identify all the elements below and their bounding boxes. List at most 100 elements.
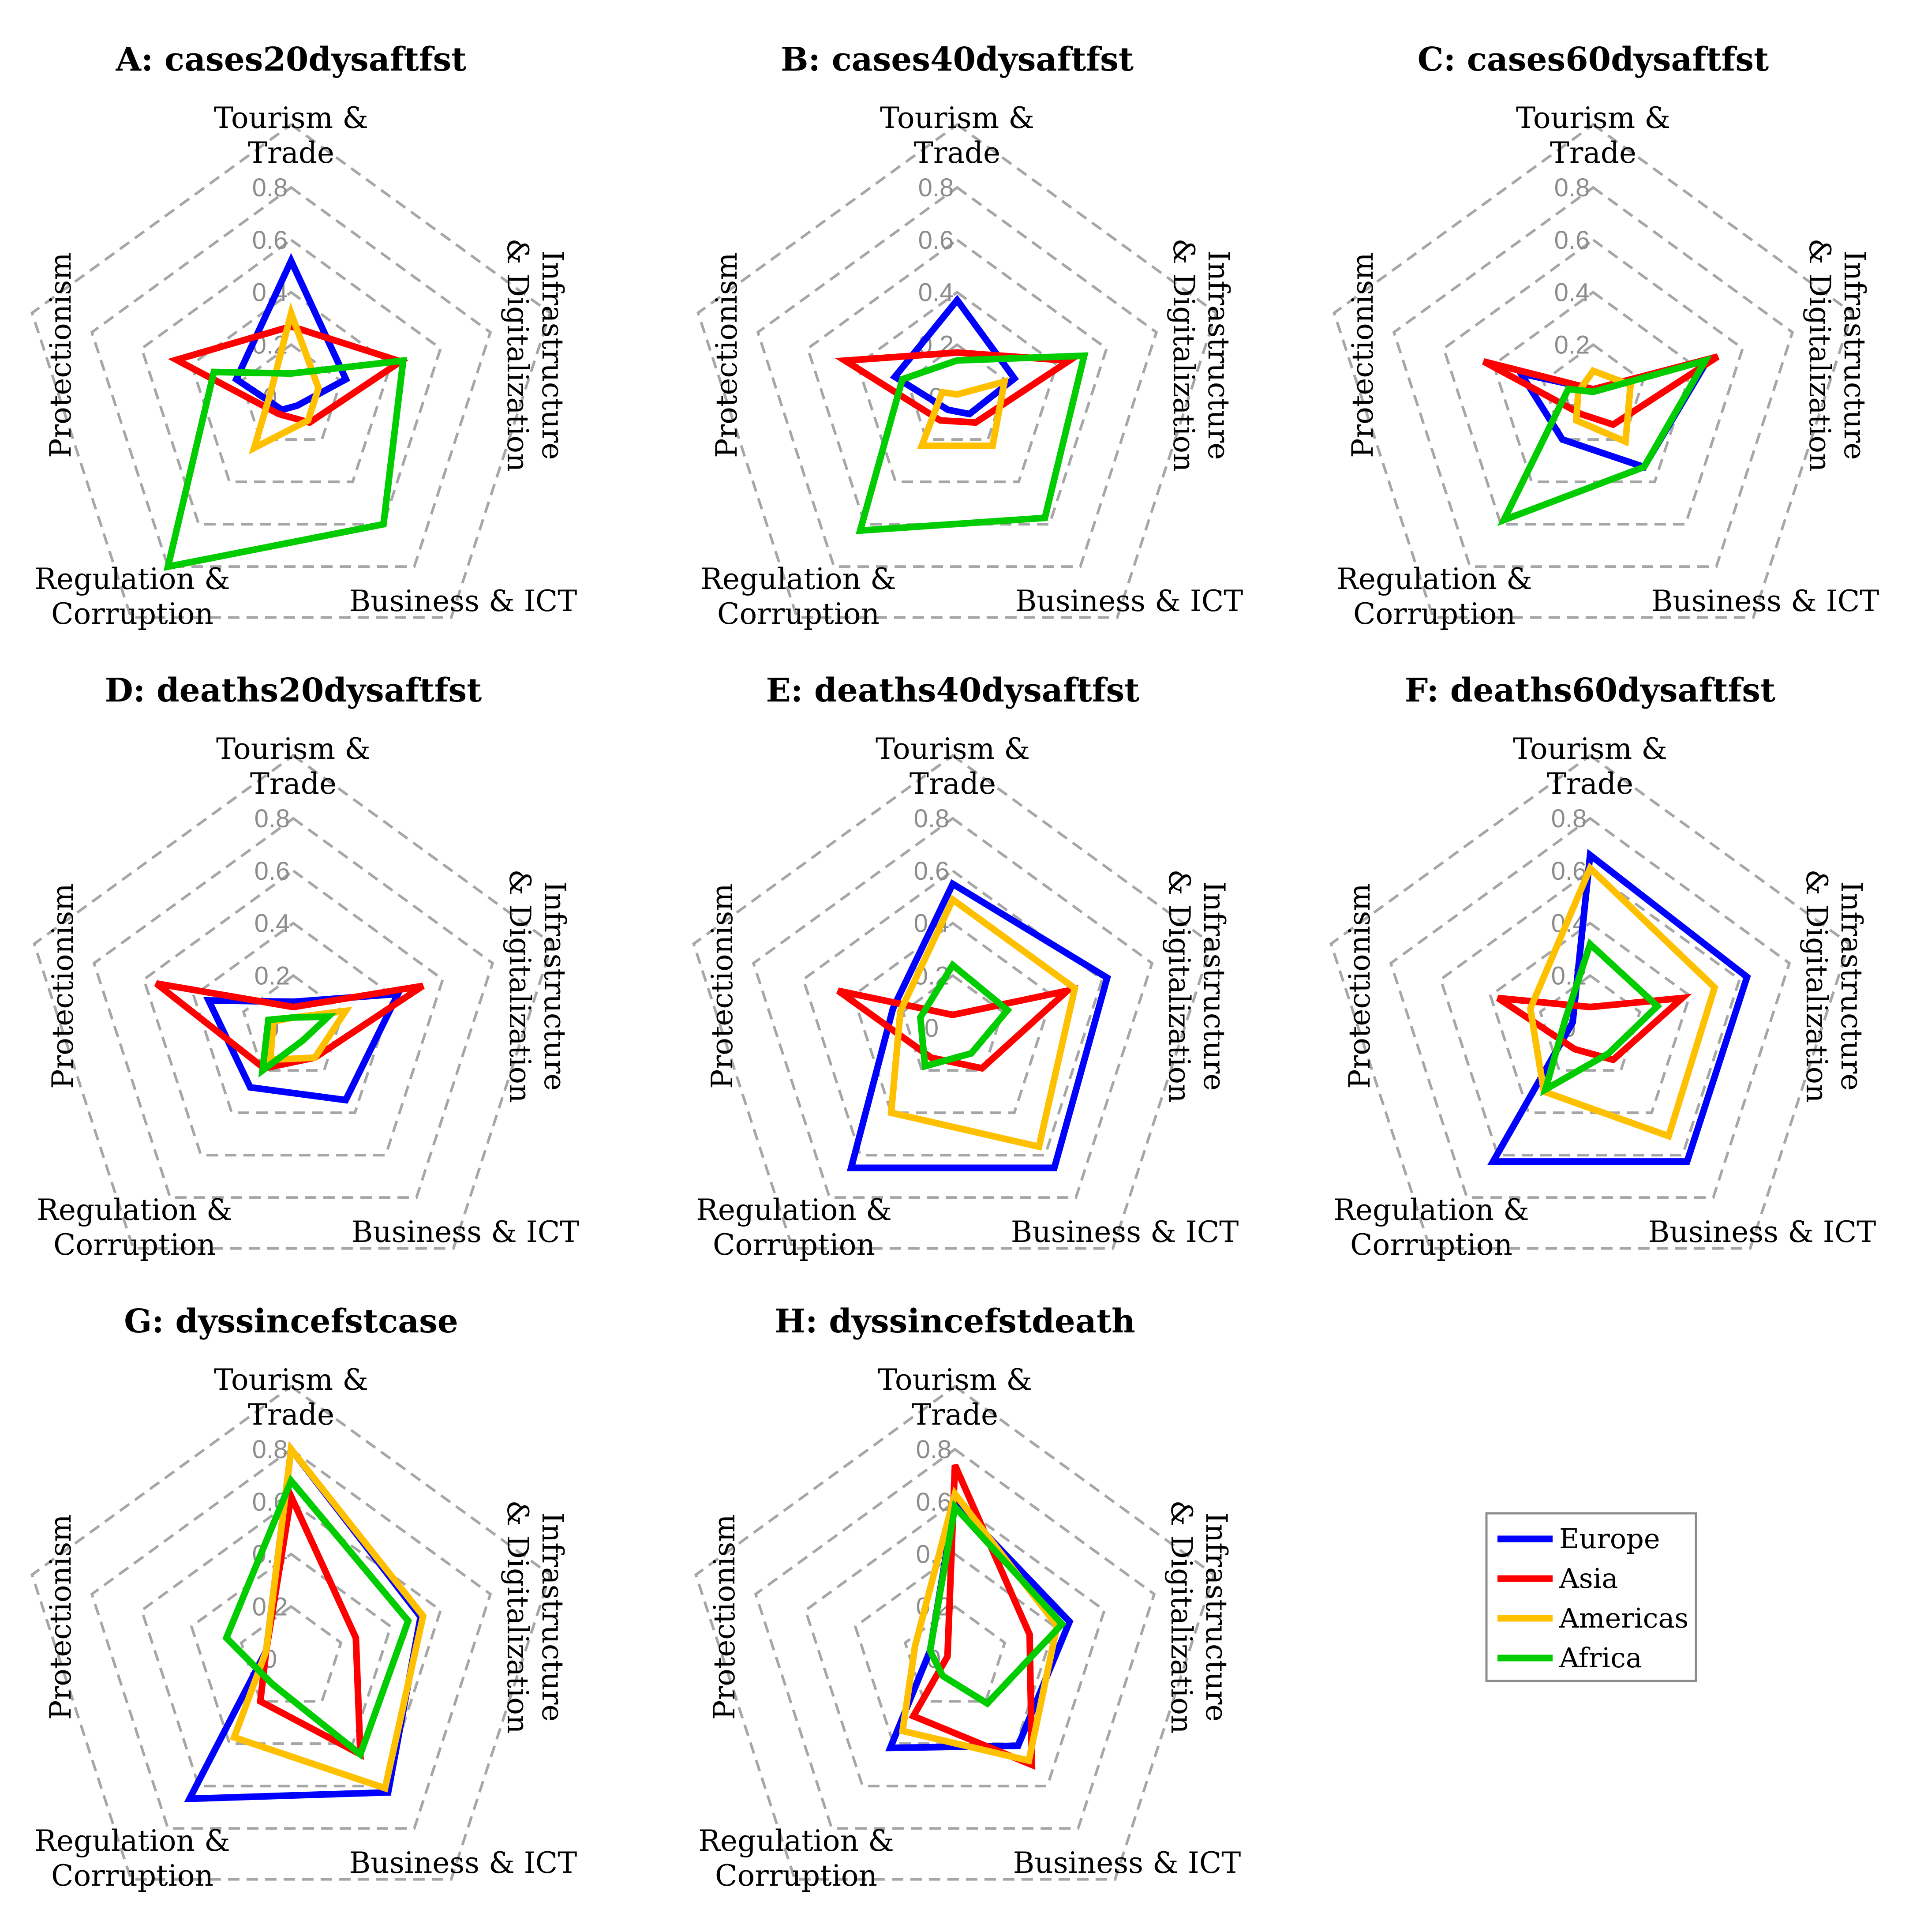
axis-label-line: Regulation & (1336, 562, 1532, 596)
series-africa-polygon (258, 1013, 337, 1078)
axis-label-line: Protectionism (705, 883, 739, 1089)
grid-ring (1439, 869, 1741, 1157)
series-asia-polygon (154, 980, 425, 1072)
tick-label: 0.6 (918, 226, 954, 255)
tick-label: 0.2 (1554, 330, 1590, 359)
axis-label-business-ict: Business & ICT (352, 1215, 580, 1249)
tick-label: 0.4 (918, 278, 954, 307)
tick-label: 0.6 (1551, 857, 1587, 885)
axis-label-line: Infrastructure (535, 251, 569, 460)
grid-ring (192, 921, 395, 1114)
grid-ring (1329, 754, 1851, 1250)
axis-label-line: Tourism & (878, 1363, 1032, 1397)
tick-label: 0.8 (252, 1435, 288, 1464)
grid-ring (30, 123, 552, 619)
grid-ring (1442, 238, 1744, 526)
axis-label-tourism-trade: Tourism & Trade (876, 732, 1030, 801)
axis-label-line: Trade (248, 1398, 334, 1432)
tick-label: 0.6 (916, 1488, 952, 1516)
axis-label-line: Corruption (713, 1228, 875, 1262)
radar-panel-h: H: dyssincefstdeath00.20.40.60.8Tourism … (694, 1302, 1241, 1893)
series-africa-polygon (926, 1500, 1067, 1708)
axis-label-line: Trade (1547, 767, 1633, 801)
axis-label-regulation-corruption: Regulation & Corruption (696, 1193, 892, 1262)
axis-label-line: Corruption (717, 597, 880, 631)
grid-ring (1538, 974, 1642, 1072)
grid-ring (901, 974, 1004, 1072)
grid-ring (1542, 343, 1645, 441)
axis-label-line: Corruption (51, 597, 213, 631)
axis-label-line: & Digitalization (1800, 869, 1834, 1103)
grid-ring (1489, 921, 1692, 1114)
grid-ring (804, 1500, 1106, 1788)
panel-title: B: cases40dysaftfst (781, 41, 1134, 79)
grid-ring (692, 754, 1213, 1250)
axis-label-infrastructure-digitalization: Infrastructure& Digitalization (503, 869, 572, 1103)
tick-label: 0.8 (1554, 173, 1590, 202)
axis-label-business-ict: Business & ICT (349, 1846, 577, 1880)
axis-label-line: Regulation & (700, 562, 896, 596)
axis-label-tourism-trade: Tourism & Trade (878, 1363, 1032, 1432)
axis-label-infrastructure-digitalization: Infrastructure& Digitalization (1167, 238, 1235, 472)
axis-label-business-ict: Business & ICT (349, 584, 577, 618)
axis-label-line: Regulation & (1333, 1193, 1529, 1227)
grid-ring (33, 754, 554, 1250)
grid-ring (92, 817, 494, 1199)
radar-panel-f: F: deaths60dysaftfst00.20.40.60.8Tourism… (1329, 672, 1876, 1262)
radar-panel-e: E: deaths40dysaftfst00.20.40.60.8Tourism… (692, 672, 1239, 1262)
series-africa-polygon (856, 352, 1089, 534)
axis-label-protectionism: Protectionism (705, 883, 739, 1089)
axis-label-line: Trade (912, 1398, 998, 1432)
tick-label: 0.8 (914, 804, 950, 833)
grid-ring (906, 343, 1009, 441)
axis-label-line: Infrastructure (1199, 1512, 1233, 1722)
legend-label-asia: Asia (1559, 1562, 1618, 1594)
panel-title: A: cases20dysaftfst (116, 41, 467, 79)
axis-label-tourism-trade: Tourism & Trade (214, 101, 368, 170)
grid-ring (696, 123, 1218, 619)
panel-title: G: dyssincefstcase (124, 1302, 458, 1340)
axis-label-protectionism: Protectionism (710, 252, 744, 458)
axis-label-line: Trade (910, 767, 996, 801)
legend-label-americas: Americas (1559, 1602, 1688, 1634)
panel-title: H: dyssincefstdeath (775, 1302, 1135, 1340)
axis-label-line: Corruption (715, 1859, 877, 1893)
axis-label-line: Business & ICT (1648, 1215, 1876, 1249)
axis-label-business-ict: Business & ICT (1013, 1846, 1241, 1880)
series-asia-polygon (168, 323, 408, 426)
series-americas-polygon (249, 302, 322, 454)
axis-label-line: Tourism & (1516, 101, 1670, 135)
axis-label-line: Infrastructure (535, 1512, 569, 1722)
axis-label-infrastructure-digitalization: Infrastructure& Digitalization (501, 1500, 569, 1733)
axis-label-tourism-trade: Tourism & Trade (880, 101, 1034, 170)
tick-label: 0.8 (918, 173, 954, 202)
axis-label-line: Infrastructure (1838, 251, 1872, 460)
axis-label-line: Tourism & (1513, 732, 1667, 766)
series-americas-polygon (1527, 862, 1718, 1140)
axis-label-line: & Digitalization (503, 869, 537, 1103)
grid-ring (240, 343, 343, 441)
axis-label-regulation-corruption: Regulation & Corruption (1333, 1193, 1529, 1262)
grid-ring (242, 974, 345, 1072)
series-europe-polygon (846, 879, 1111, 1171)
axis-label-line: Infrastructure (1834, 882, 1868, 1091)
grid-ring (90, 186, 492, 568)
axis-label-business-ict: Business & ICT (1648, 1215, 1876, 1249)
axis-label-line: Protectionism (710, 252, 744, 458)
tick-label: 0.4 (255, 909, 290, 938)
tick-label: 0.6 (914, 857, 950, 885)
axis-label-line: Trade (914, 136, 1000, 170)
grid-ring (756, 186, 1158, 568)
tick-label: 0.4 (1554, 278, 1590, 307)
axis-label-protectionism: Protectionism (1346, 252, 1380, 458)
axis-label-line: Protectionism (1346, 252, 1380, 458)
axis-label-line: & Digitalization (1803, 238, 1837, 472)
axis-label-line: Business & ICT (1011, 1215, 1239, 1249)
axis-label-line: Trade (250, 767, 337, 801)
grid-ring (806, 238, 1108, 526)
series-africa-polygon (222, 1474, 412, 1760)
axis-label-protectionism: Protectionism (44, 252, 78, 458)
axis-label-line: Infrastructure (1197, 882, 1231, 1091)
